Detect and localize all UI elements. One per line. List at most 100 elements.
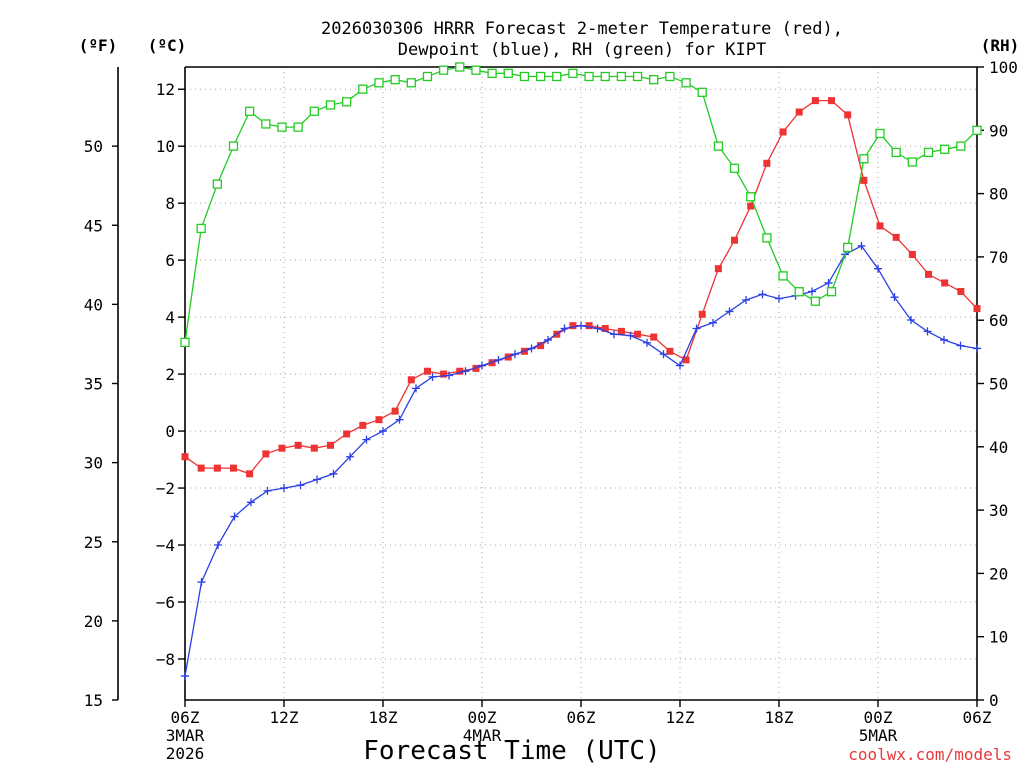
temperature-point bbox=[246, 470, 254, 478]
rh-unit-label: (RH) bbox=[981, 36, 1020, 55]
dewpoint-point bbox=[874, 264, 882, 273]
rh-point bbox=[212, 179, 222, 189]
x-tick-label: 00Z bbox=[864, 708, 893, 727]
temperature-point bbox=[957, 287, 965, 295]
rh-point bbox=[293, 122, 303, 132]
celsius-tick-label: 4 bbox=[165, 308, 175, 327]
rh-point bbox=[746, 192, 756, 202]
temperature-point bbox=[440, 370, 448, 378]
rh-point bbox=[940, 144, 950, 154]
temperature-point bbox=[310, 444, 318, 452]
celsius-tick-label: −6 bbox=[156, 593, 175, 612]
rh-point bbox=[665, 71, 675, 82]
temperature-point bbox=[326, 441, 334, 449]
temperature-point bbox=[731, 236, 739, 244]
x-date-label: 2026 bbox=[166, 744, 205, 763]
temperature-point bbox=[472, 364, 480, 372]
x-tick-label: 18Z bbox=[765, 708, 794, 727]
chart-title-line1: 2026030306 HRRR Forecast 2-meter Tempera… bbox=[321, 19, 843, 39]
rh-point bbox=[762, 233, 772, 243]
fahrenheit-tick-label: 20 bbox=[84, 612, 103, 631]
dewpoint-point bbox=[494, 355, 503, 364]
celsius-unit-label: (ºC) bbox=[148, 36, 187, 55]
rh-point bbox=[778, 271, 788, 281]
celsius-tick-label: 12 bbox=[156, 80, 175, 99]
dewpoint-point bbox=[956, 341, 965, 350]
dewpoint-point bbox=[247, 498, 255, 507]
fahrenheit-tick-label: 25 bbox=[84, 533, 103, 552]
rh-tick-label: 40 bbox=[989, 438, 1008, 457]
celsius-tick-label: −8 bbox=[156, 650, 175, 669]
rh-point bbox=[875, 128, 885, 139]
temperature-point bbox=[617, 327, 625, 335]
rh-line bbox=[184, 66, 978, 343]
celsius-tick-label: 6 bbox=[165, 251, 175, 270]
x-tick-label: 18Z bbox=[369, 708, 398, 727]
temperature-point bbox=[698, 310, 706, 318]
rh-point bbox=[616, 71, 627, 82]
fahrenheit-tick-label: 45 bbox=[84, 216, 103, 235]
dewpoint-point bbox=[676, 361, 684, 370]
dewpoint-point bbox=[263, 486, 272, 495]
temperature-point bbox=[537, 342, 545, 350]
dewpoint-point bbox=[445, 371, 453, 380]
temperature-point bbox=[747, 202, 755, 210]
temperature-point bbox=[456, 367, 464, 375]
dewpoint-point bbox=[643, 338, 651, 347]
temperature-point bbox=[391, 407, 399, 415]
dewpoint-point bbox=[709, 318, 717, 327]
dewpoint-point bbox=[758, 290, 767, 299]
dewpoint-point bbox=[428, 372, 437, 381]
x-date-label: 3MAR bbox=[166, 726, 205, 745]
rh-point bbox=[713, 141, 724, 151]
dewpoint-point bbox=[329, 469, 338, 478]
rh-tick-label: 60 bbox=[989, 311, 1008, 330]
celsius-tick-label: −4 bbox=[156, 536, 175, 555]
x-tick-label: 06Z bbox=[171, 708, 200, 727]
rh-point bbox=[535, 71, 546, 82]
rh-point bbox=[826, 287, 837, 297]
temperature-point bbox=[666, 347, 674, 355]
rh-point bbox=[196, 223, 206, 234]
dewpoint-line bbox=[184, 245, 978, 677]
rh-point bbox=[843, 242, 853, 253]
dewpoint-point bbox=[626, 331, 635, 340]
dewpoint-point bbox=[808, 287, 816, 296]
rh-point bbox=[649, 75, 659, 85]
rh-point bbox=[309, 106, 319, 116]
dewpoint-point bbox=[725, 307, 734, 316]
credit-link[interactable]: coolwx.com/models bbox=[848, 745, 1012, 764]
rh-point bbox=[455, 62, 465, 72]
celsius-tick-label: 8 bbox=[165, 194, 175, 213]
rh-point bbox=[907, 157, 917, 167]
rh-point bbox=[422, 71, 433, 82]
temperature-point bbox=[973, 305, 981, 313]
temperature-point bbox=[650, 333, 658, 341]
celsius-tick-label: 2 bbox=[165, 365, 175, 384]
temperature-point bbox=[811, 97, 819, 105]
rh-point bbox=[681, 78, 691, 88]
rh-point bbox=[374, 78, 384, 88]
temperature-point bbox=[601, 325, 609, 333]
temperature-point bbox=[925, 270, 933, 278]
celsius-tick-label: 0 bbox=[165, 422, 175, 441]
rh-point bbox=[956, 141, 966, 151]
axes bbox=[117, 66, 978, 701]
temperature-point bbox=[714, 265, 722, 273]
temperature-point bbox=[343, 430, 351, 438]
dewpoint-point bbox=[461, 367, 470, 376]
dewpoint-point bbox=[659, 350, 668, 359]
x-tick-label: 06Z bbox=[963, 708, 992, 727]
dewpoint-point bbox=[692, 324, 701, 333]
rh-point bbox=[891, 147, 901, 158]
dewpoint-point bbox=[379, 427, 387, 436]
rh-point bbox=[697, 87, 707, 97]
rh-point bbox=[632, 71, 643, 82]
dewpoint-point bbox=[742, 296, 750, 305]
temperature-point bbox=[278, 444, 286, 452]
rh-point bbox=[228, 141, 239, 151]
celsius-tick-label: 10 bbox=[156, 137, 175, 156]
dewpoint-point bbox=[940, 335, 948, 344]
dewpoint-point bbox=[577, 321, 585, 330]
rh-point bbox=[406, 78, 416, 88]
